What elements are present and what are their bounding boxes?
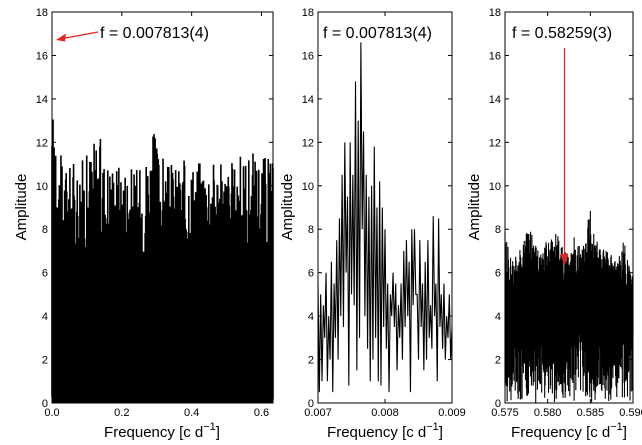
panel-1-ticks: 0 2 4 6 8 10 12 14 16 18 0.0 0.2 0.4 0.6 bbox=[36, 7, 273, 419]
x-tick-label: 0.6 bbox=[254, 407, 269, 419]
y-tick-label: 6 bbox=[495, 268, 501, 280]
y-tick-label: 16 bbox=[302, 50, 314, 62]
y-tick-label: 0 bbox=[42, 398, 48, 410]
x-tick-label: 0.009 bbox=[438, 407, 466, 419]
panel-2-x-axis-label: Frequency [c d−1] bbox=[327, 421, 443, 441]
y-tick-label: 8 bbox=[495, 224, 501, 236]
x-tick-label: 0.590 bbox=[619, 407, 642, 419]
panel-1-plot-data bbox=[51, 119, 274, 403]
y-tick-label: 8 bbox=[42, 224, 48, 236]
panel-2-plot-data bbox=[317, 42, 453, 393]
panel-1-plot-frame bbox=[51, 11, 274, 404]
x-tick-label: 0.0 bbox=[44, 407, 59, 419]
y-tick-label: 12 bbox=[302, 137, 314, 149]
y-tick-label: 2 bbox=[308, 355, 314, 367]
y-tick-label: 6 bbox=[42, 268, 48, 280]
panel-3-annotation-arrow bbox=[560, 48, 569, 266]
panel-2-y-axis-label: Amplitude bbox=[279, 174, 296, 241]
panel-3-plot-data bbox=[504, 210, 634, 403]
panel-2-ticks: 0 2 4 6 8 10 12 14 16 18 0.007 0.008 0.009 bbox=[302, 7, 466, 419]
x-tick-label: 0.580 bbox=[534, 407, 562, 419]
panel-2-annotation: f = 0.007813(4) bbox=[323, 25, 432, 42]
y-tick-label: 10 bbox=[489, 181, 501, 193]
panel-3: 0 2 4 6 8 10 12 14 16 18 0.575 0.580 0.585 0.590 Ampl… bbox=[466, 7, 642, 441]
x-tick-label: 0.585 bbox=[577, 407, 605, 419]
x-tick-label: 0.008 bbox=[371, 407, 399, 419]
y-tick-label: 4 bbox=[308, 311, 314, 323]
y-tick-label: 10 bbox=[36, 181, 48, 193]
series-line bbox=[317, 42, 453, 393]
y-tick-label: 18 bbox=[302, 7, 314, 19]
y-tick-label: 4 bbox=[495, 311, 501, 323]
panel-1-annotation: f = 0.007813(4) bbox=[100, 25, 209, 42]
y-tick-label: 0 bbox=[308, 398, 314, 410]
y-tick-label: 14 bbox=[489, 94, 501, 106]
y-tick-label: 0 bbox=[495, 398, 501, 410]
x-tick-label: 0.4 bbox=[184, 407, 199, 419]
y-tick-label: 16 bbox=[36, 50, 48, 62]
y-tick-label: 8 bbox=[308, 224, 314, 236]
y-tick-label: 14 bbox=[302, 94, 314, 106]
y-tick-label: 14 bbox=[36, 94, 48, 106]
y-tick-label: 10 bbox=[302, 181, 314, 193]
panel-3-annotation: f = 0.58259(3) bbox=[512, 25, 612, 42]
panel-3-y-axis-label: Amplitude bbox=[466, 174, 483, 241]
y-tick-label: 12 bbox=[489, 137, 501, 149]
x-tick-label: 0.007 bbox=[304, 407, 332, 419]
panel-1-y-axis-label: Amplitude bbox=[13, 174, 30, 241]
y-tick-label: 18 bbox=[489, 7, 501, 19]
y-tick-label: 6 bbox=[308, 268, 314, 280]
panel-2: 0 2 4 6 8 10 12 14 16 18 0.007 0.008 0.009 Amplitude… bbox=[279, 7, 466, 441]
panel-1: 0 2 4 6 8 10 12 14 16 18 0.0 0.2 0.4 0.6 Amplitude Fr… bbox=[13, 7, 274, 441]
y-tick-label: 4 bbox=[42, 311, 48, 323]
y-tick-label: 16 bbox=[489, 50, 501, 62]
panel-3-plot-frame bbox=[504, 11, 634, 404]
x-tick-label: 0.575 bbox=[491, 407, 519, 419]
y-tick-label: 18 bbox=[36, 7, 48, 19]
x-tick-label: 0.2 bbox=[114, 407, 129, 419]
series-trace bbox=[504, 210, 634, 403]
panel-1-annotation-arrow bbox=[56, 31, 99, 42]
y-tick-label: 2 bbox=[42, 355, 48, 367]
y-tick-label: 2 bbox=[495, 355, 501, 367]
panel-3-ticks: 0 2 4 6 8 10 12 14 16 18 0.575 0.580 0.585 0.590 bbox=[489, 7, 642, 419]
series-filled-region bbox=[52, 261, 273, 403]
panel-1-x-axis-label: Frequency [c d−1] bbox=[104, 421, 220, 441]
panel-3-x-axis-label: Frequency [c d−1] bbox=[511, 421, 627, 441]
y-tick-label: 12 bbox=[36, 137, 48, 149]
